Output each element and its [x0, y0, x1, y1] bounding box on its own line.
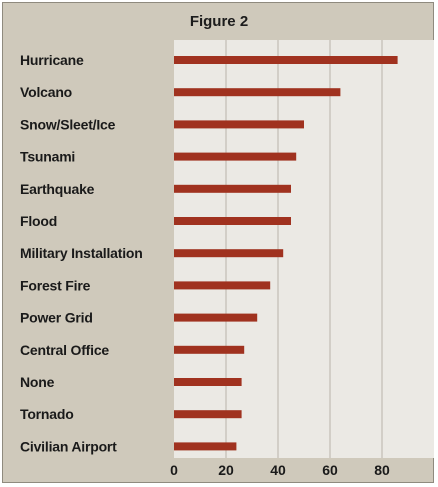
x-tick-label: 20 — [218, 462, 234, 478]
gridlines — [225, 40, 383, 458]
category-label: Forest Fire — [20, 277, 91, 293]
bar — [174, 378, 242, 386]
category-label: Tornado — [20, 406, 74, 422]
x-tick-labels: 0 20 40 60 80 — [170, 462, 390, 478]
bar — [174, 120, 304, 129]
x-tick-label: 60 — [322, 462, 338, 478]
category-label: Hurricane — [20, 52, 84, 68]
category-label: Volcano — [20, 84, 72, 100]
bar — [174, 184, 291, 193]
category-label: Earthquake — [20, 181, 95, 197]
category-label: Civilian Airport — [20, 438, 117, 454]
category-label: None — [20, 374, 55, 390]
chart-title: Figure 2 — [189, 13, 249, 30]
category-label: Tsunami — [20, 149, 75, 165]
bar — [174, 410, 242, 419]
bar — [174, 249, 284, 258]
bars — [174, 56, 398, 451]
bar — [174, 345, 245, 354]
bar — [174, 217, 291, 225]
plot-area — [174, 40, 434, 458]
category-label: Snow/Sleet/Ice — [20, 116, 116, 132]
bar — [174, 281, 271, 290]
bar — [174, 152, 297, 161]
x-tick-label: 0 — [170, 462, 178, 478]
bar — [174, 88, 341, 97]
category-label: Military Installation — [20, 245, 143, 261]
category-label: Flood — [20, 213, 57, 229]
bar — [174, 56, 398, 64]
category-label: Central Office — [20, 342, 109, 358]
bar — [174, 313, 258, 322]
category-label: Power Grid — [20, 310, 93, 326]
category-labels: Hurricane Volcano Snow/Sleet/Ice Tsunami Ear… — [20, 52, 143, 454]
bar — [174, 442, 237, 451]
x-tick-label: 40 — [270, 462, 286, 478]
x-tick-label: 80 — [374, 462, 390, 478]
